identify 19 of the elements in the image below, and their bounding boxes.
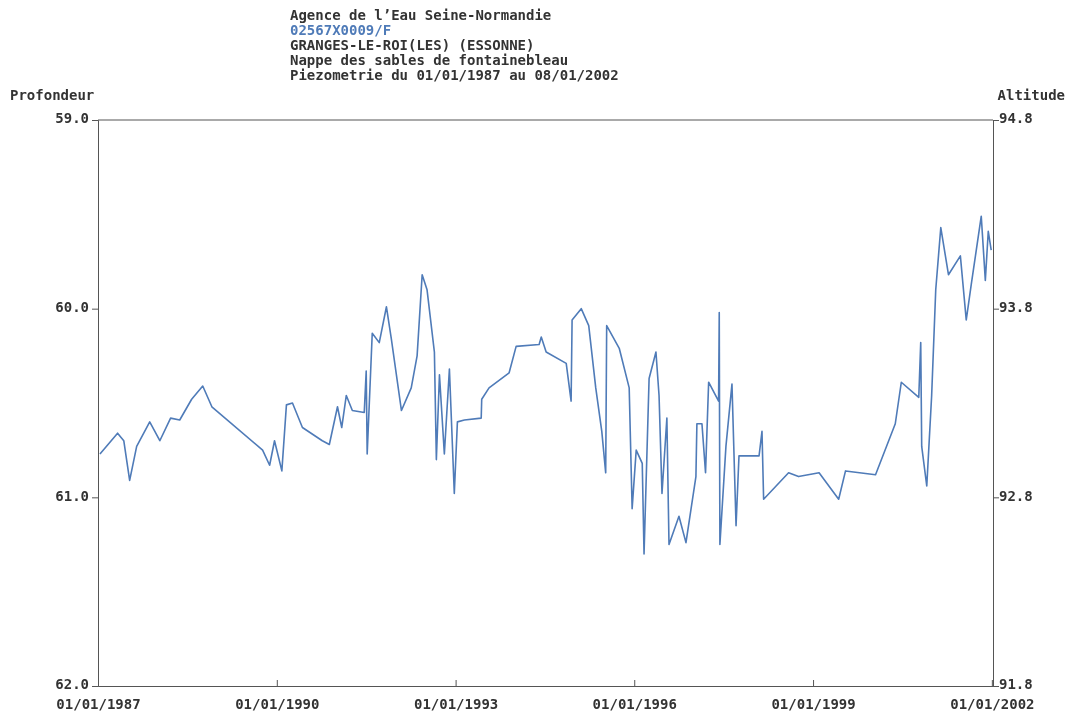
y-tick-label: 62.0	[55, 676, 89, 693]
y2-tick-label: 94.8	[999, 110, 1033, 127]
y-tick-label: 61.0	[55, 487, 89, 504]
y-axis-title: Profondeur	[10, 87, 95, 103]
y2-tick-label: 93.8	[999, 298, 1033, 315]
chart-title: Agence de l’Eau Seine-Normandie	[290, 7, 552, 23]
x-tick-label: 01/01/1990	[235, 695, 320, 712]
x-tick-label: 01/01/1993	[413, 695, 499, 712]
x-tick-label: 01/01/1996	[592, 695, 677, 712]
y2-tick-label: 92.8	[999, 487, 1033, 504]
x-tick-label: 01/01/1987	[56, 695, 141, 712]
x-tick-label: 01/01/2002	[950, 695, 1035, 712]
y-tick-label: 60.0	[55, 298, 89, 315]
line-series	[99, 215, 993, 555]
y2-tick-label: 91.8	[999, 676, 1033, 693]
chart-subtitle: 02567X0009/F GRANGES-LE-ROI(LES) (ESSONNE) Nappe des sables de fontainebleau Piezometrie du 01/01/1987 au 08/01/2002	[290, 22, 619, 83]
y2-axis-title: Altitude	[997, 87, 1065, 103]
x-tick-label: 01/01/1999	[771, 695, 856, 712]
y-tick-label: 59.0	[55, 110, 89, 127]
